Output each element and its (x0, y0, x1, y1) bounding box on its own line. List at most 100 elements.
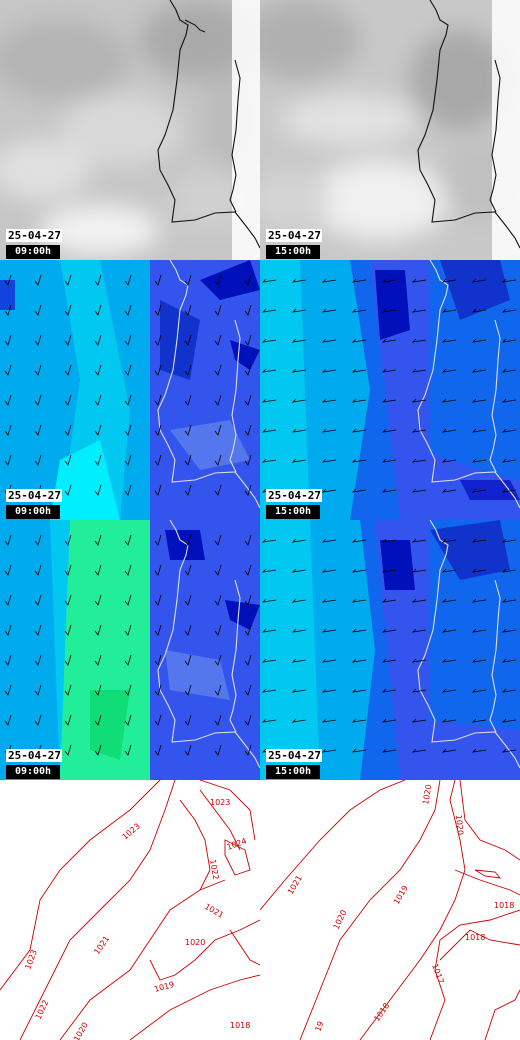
wind-arrow (381, 598, 397, 603)
wind-arrow (184, 394, 192, 406)
wind-arrow (184, 304, 192, 316)
wind-arrow (441, 398, 457, 403)
coastline (157, 0, 260, 249)
wind-arrow (154, 484, 162, 496)
wind-arrow (261, 598, 277, 603)
cloud-map-1500: 25-04-27 15:00h (260, 0, 520, 260)
wind-arrow (321, 598, 337, 603)
wind-arrow (64, 594, 72, 606)
wind-arrow (501, 308, 517, 313)
wind-arrow (34, 624, 42, 636)
wind-arrow (184, 714, 192, 726)
wind-arrow (381, 688, 397, 693)
wind-arrow (124, 714, 132, 726)
wind-arrow (441, 308, 457, 313)
wind-arrow (351, 488, 367, 493)
contour-label: 19 (313, 1020, 325, 1033)
wind-arrow (261, 338, 277, 343)
wind-arrow (94, 564, 102, 576)
contour-label: 1020 (185, 938, 205, 947)
wind-arrow (441, 458, 457, 463)
wind-arrow (184, 624, 192, 636)
wind-arrow (64, 394, 72, 406)
wind-arrow (154, 684, 162, 696)
wind-arrow (94, 304, 102, 316)
wind-arrow (124, 334, 132, 346)
border-line (229, 59, 241, 213)
wind-arrow (154, 424, 162, 436)
wind-arrow (321, 308, 337, 313)
wind-arrow (501, 628, 517, 633)
wind-arrow (214, 594, 222, 606)
wind-arrow (261, 458, 277, 463)
wind-arrow (154, 334, 162, 346)
wind-arrow (214, 304, 222, 316)
wind-arrow (351, 278, 367, 283)
wind-arrow (154, 624, 162, 636)
wind-arrow (381, 488, 397, 493)
wind-arrow (441, 428, 457, 433)
wind-arrow (34, 564, 42, 576)
wind-arrow (94, 744, 102, 756)
contour-label: 1020 (421, 784, 433, 806)
wind-arrow (471, 458, 487, 463)
wind-arrow (154, 714, 162, 726)
wind-arrow (64, 424, 72, 436)
wind-arrow (381, 568, 397, 573)
wind-arrow (411, 598, 427, 603)
wind-arrow (154, 594, 162, 606)
wind-arrow (244, 534, 252, 546)
wind-arrow (441, 338, 457, 343)
wind-arrow (184, 684, 192, 696)
wind-arrow (411, 718, 427, 723)
wind-arrow (124, 424, 132, 436)
wind-arrow (381, 458, 397, 463)
wind-arrow (154, 304, 162, 316)
wind-arrow (184, 594, 192, 606)
wind-arrow (34, 534, 42, 546)
wind-arrow (441, 628, 457, 633)
wind-arrow (214, 684, 222, 696)
wind-arrow (4, 274, 12, 286)
wind-arrow (261, 278, 277, 283)
wind-arrow (4, 304, 12, 316)
wind-arrow (471, 598, 487, 603)
wind-arrow (244, 624, 252, 636)
wind-arrow (411, 568, 427, 573)
wind-arrow (351, 598, 367, 603)
wind-arrow (441, 368, 457, 373)
wind-arrow (291, 538, 307, 543)
wind-arrow (321, 688, 337, 693)
wind-arrow (291, 278, 307, 283)
wind-arrow (244, 484, 252, 496)
wind-arrow (351, 748, 367, 753)
wind-arrow (261, 658, 277, 663)
wind-map-high-0900: 25-04-27 09:00h (0, 520, 260, 780)
wind-arrow (154, 654, 162, 666)
wind-arrow (291, 688, 307, 693)
pressure-contours: 1020 1020 1021 1020 1019 1018 1018 1017 … (260, 780, 520, 1040)
wind-arrow (441, 538, 457, 543)
wind-arrow (441, 278, 457, 283)
wind-arrow (184, 334, 192, 346)
wind-arrow (4, 624, 12, 636)
wind-arrow (351, 718, 367, 723)
wind-arrow (291, 428, 307, 433)
wind-arrow (471, 308, 487, 313)
wind-arrow (94, 534, 102, 546)
wind-arrow (4, 564, 12, 576)
wind-arrow (351, 368, 367, 373)
wind-arrow (94, 714, 102, 726)
wind-arrow (64, 624, 72, 636)
wind-arrow (411, 278, 427, 283)
wind-arrow (154, 364, 162, 376)
wind-arrow (471, 538, 487, 543)
wind-arrow (214, 334, 222, 346)
wind-arrow (381, 538, 397, 543)
wind-arrow (321, 398, 337, 403)
wind-arrow (244, 394, 252, 406)
wind-arrow (34, 304, 42, 316)
wind-map-high-1500: 25-04-27 15:00h (260, 520, 520, 780)
wind-arrow (34, 654, 42, 666)
wind-arrow (184, 364, 192, 376)
